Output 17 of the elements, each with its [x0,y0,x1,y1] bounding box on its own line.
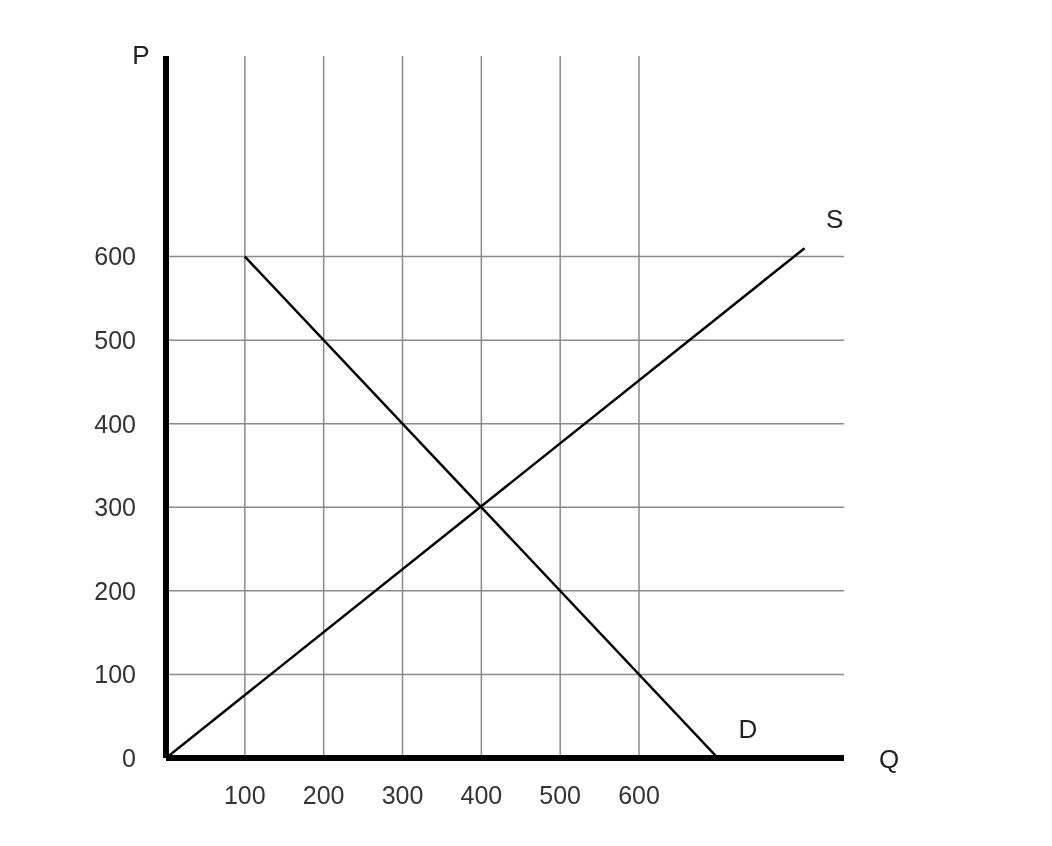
y-tick-label: 200 [94,576,136,605]
y-tick-label: 500 [94,326,136,355]
series-label: S [825,204,844,235]
x-tick-label: 600 [618,780,660,809]
x-tick-label: 500 [539,780,582,809]
y-tick-label: 400 [94,409,136,438]
x-axis-title: Q [878,744,900,774]
x-tick-label: 200 [302,780,345,809]
y-tick-label: 300 [94,493,136,522]
series-label: D [738,714,758,744]
y-tick-label: 0 [122,743,136,772]
y-tick-label: 600 [94,242,136,271]
x-tick-label: 100 [223,780,266,809]
y-axis-title: P [132,40,150,70]
y-tick-label: 100 [94,660,136,689]
x-tick-label: 300 [381,780,424,809]
x-tick-label: 400 [460,780,503,809]
